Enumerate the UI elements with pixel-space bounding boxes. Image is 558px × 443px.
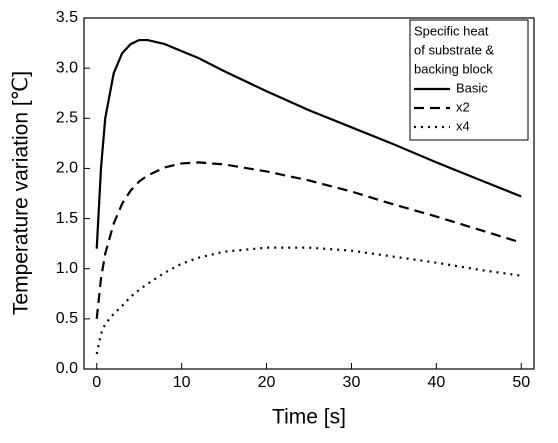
legend-label: Basic <box>456 80 488 95</box>
y-tick-label: 3.5 <box>56 9 78 26</box>
x-tick-label: 20 <box>258 374 276 391</box>
x-tick-label: 50 <box>512 374 530 391</box>
legend-box <box>409 19 529 141</box>
series-line <box>95 38 522 249</box>
series-line <box>95 246 522 355</box>
x-tick-label: 0 <box>92 374 101 391</box>
y-tick-label: 1.0 <box>56 260 78 277</box>
legend-label: x4 <box>456 118 470 133</box>
y-tick-label: 0.5 <box>56 310 78 327</box>
legend-title: backing block <box>414 61 493 76</box>
y-tick-label: 2.0 <box>56 160 78 177</box>
y-tick-label: 2.5 <box>56 110 78 127</box>
x-tick-label: 10 <box>173 374 191 391</box>
legend-label: x2 <box>456 99 470 114</box>
x-axis-label: Time [s] <box>272 406 346 429</box>
legend-title: of substrate & <box>414 42 495 57</box>
y-tick-label: 0.0 <box>56 360 78 377</box>
plot-frame <box>83 17 535 370</box>
x-tick-label: 30 <box>343 374 361 391</box>
y-tick-label: 1.5 <box>56 210 78 227</box>
y-axis-label: Temperature variation [℃] <box>10 71 33 315</box>
legend-title: Specific heat <box>414 23 489 38</box>
y-tick-label: 3.0 <box>56 59 78 76</box>
series-line <box>95 161 522 319</box>
x-tick-label: 40 <box>427 374 445 391</box>
